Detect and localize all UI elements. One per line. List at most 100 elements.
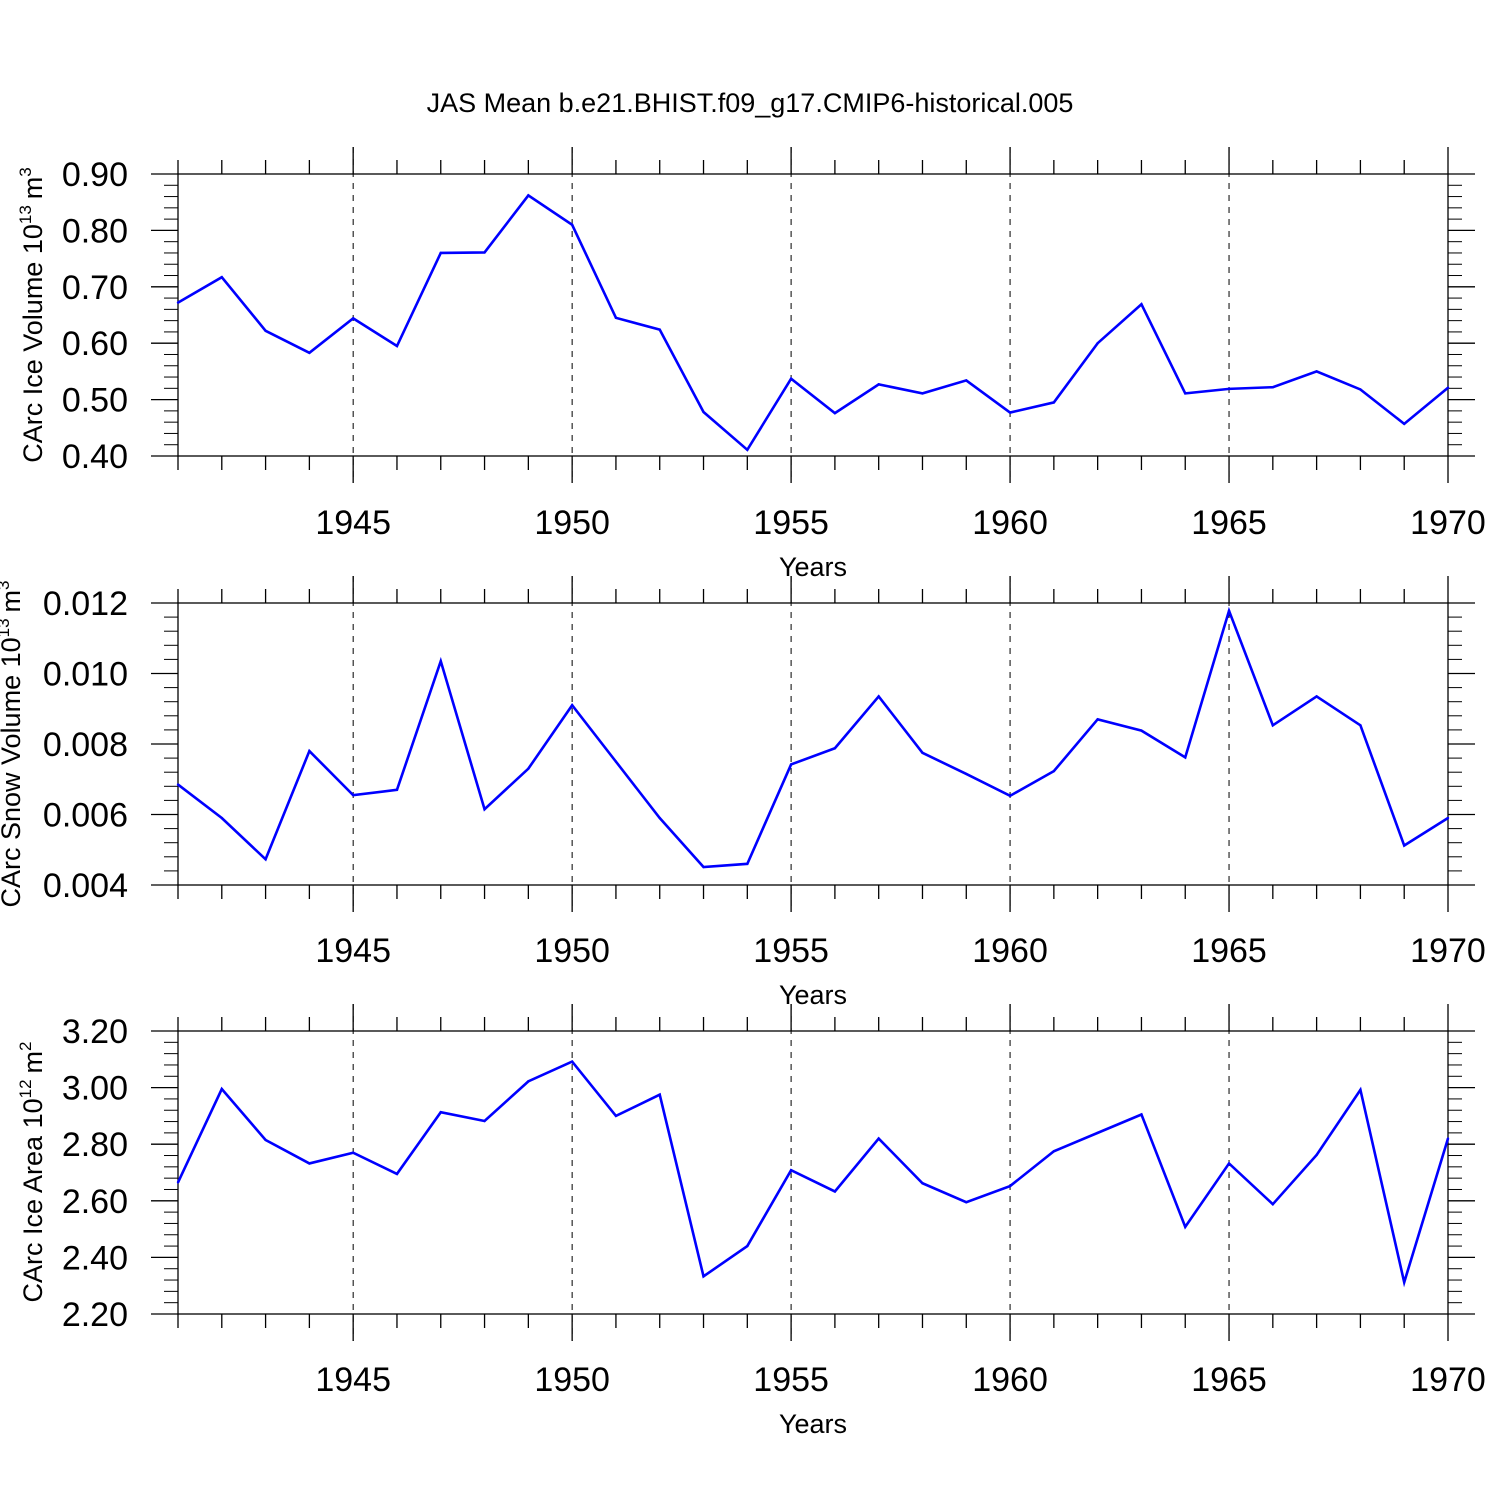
- y-tick-label: 0.60: [62, 325, 128, 363]
- data-point: [176, 301, 180, 304]
- data-point: [1315, 1153, 1318, 1157]
- x-tick-label: 1970: [1410, 932, 1486, 970]
- data-point: [921, 751, 924, 755]
- data-point: [1446, 816, 1450, 820]
- data-point: [1403, 422, 1406, 426]
- data-point: [570, 704, 574, 707]
- ylabel-main: CArc Snow Volume 10: [0, 637, 26, 907]
- series-line: [177, 193, 1449, 452]
- x-tick-label: 1970: [1410, 504, 1486, 542]
- x-tick-label: 1945: [315, 932, 391, 970]
- y-tick-label: 2.40: [62, 1239, 128, 1277]
- data-point: [702, 865, 705, 869]
- data-point: [789, 763, 793, 766]
- data-point: [351, 793, 355, 797]
- data-point: [1446, 386, 1450, 389]
- x-tick-label: 1955: [753, 1361, 829, 1399]
- data-point: [746, 862, 749, 866]
- data-point: [395, 788, 399, 792]
- data-point: [220, 816, 223, 820]
- y-tick-label: 2.80: [62, 1126, 128, 1164]
- data-point: [1140, 303, 1143, 306]
- data-point: [439, 659, 442, 663]
- data-point: [1008, 411, 1012, 414]
- data-point: [1052, 401, 1056, 404]
- y-tick-label: 2.20: [62, 1296, 128, 1334]
- data-point: [351, 1151, 355, 1154]
- data-point: [1271, 1202, 1275, 1206]
- data-point: [921, 392, 924, 395]
- data-point: [1140, 1113, 1143, 1116]
- data-point: [220, 1087, 223, 1091]
- data-point: [308, 749, 311, 753]
- data-point: [439, 1111, 442, 1114]
- data-point: [1403, 844, 1406, 847]
- plot-frame: [177, 1030, 1449, 1315]
- data-point: [658, 1093, 661, 1096]
- data-point: [1227, 1162, 1231, 1165]
- data-point: [746, 1244, 749, 1248]
- series-line: [177, 606, 1449, 869]
- data-point: [1052, 1150, 1056, 1153]
- y-tick-label: 3.20: [62, 1013, 128, 1051]
- y-tick-label: 0.010: [43, 656, 128, 694]
- data-point: [1271, 385, 1275, 389]
- data-point: [965, 772, 968, 776]
- ylabel-ice-volume: CArc Ice Volume 1013 m3: [16, 167, 48, 463]
- data-point: [308, 351, 311, 354]
- data-point: [1271, 724, 1275, 727]
- x-tick-label: 1965: [1191, 932, 1267, 970]
- data-point: [789, 377, 793, 380]
- xlabel-ice-area: Years: [779, 1409, 847, 1439]
- data-point: [702, 410, 705, 414]
- plot-frame: [177, 602, 1449, 886]
- data-point: [264, 329, 267, 332]
- data-point: [483, 1119, 486, 1123]
- ylabel-unit: m: [0, 590, 26, 613]
- ylabel-unit-exp: 2: [16, 1042, 35, 1051]
- xlabel-snow-volume: Years: [779, 980, 847, 1010]
- xlabel-ice-volume: Years: [779, 552, 847, 582]
- y-tick-label: 0.50: [62, 382, 128, 420]
- panel-ice-area: CArc Ice Area 1012 m2 Years 1945 1950 1955 1…: [16, 1004, 1486, 1439]
- x-tick-label: 1955: [753, 504, 829, 542]
- data-point: [176, 1181, 180, 1184]
- ylabel-exp: 12: [16, 1079, 35, 1098]
- x-tick-label: 1970: [1410, 1361, 1486, 1399]
- data-point: [833, 411, 837, 415]
- data-point: [965, 379, 968, 382]
- data-point: [220, 276, 223, 279]
- data-point: [527, 194, 530, 197]
- data-point: [1446, 1137, 1450, 1140]
- y-tick-label: 2.60: [62, 1183, 128, 1221]
- data-point: [1184, 756, 1187, 759]
- data-point: [395, 344, 399, 348]
- data-point: [1315, 695, 1318, 698]
- data-point: [1184, 392, 1187, 395]
- data-point: [483, 251, 486, 254]
- data-point: [570, 223, 574, 226]
- ylabel-unit: m: [18, 177, 48, 200]
- data-point: [1359, 724, 1362, 727]
- data-point: [877, 695, 880, 698]
- data-point: [1008, 1184, 1012, 1188]
- data-point: [614, 316, 618, 320]
- x-tick-label: 1955: [753, 932, 829, 970]
- data-point: [746, 448, 749, 451]
- y-tick-label: 0.90: [62, 156, 128, 194]
- data-point: [439, 251, 442, 255]
- ylabel-unit-exp: 3: [0, 580, 13, 589]
- x-tick-label: 1960: [972, 1361, 1048, 1399]
- data-point: [483, 808, 486, 811]
- panel-ice-volume: CArc Ice Volume 1013 m3 Years 1945 1950 195…: [16, 147, 1486, 582]
- x-tick-label: 1945: [315, 1361, 391, 1399]
- data-point: [1403, 1281, 1406, 1284]
- data-point: [1359, 1088, 1362, 1092]
- y-tick-label: 0.012: [43, 585, 128, 623]
- y-tick-label: 0.008: [43, 726, 128, 764]
- x-tick-label: 1965: [1191, 504, 1267, 542]
- data-point: [1315, 370, 1318, 373]
- data-point: [1140, 729, 1143, 732]
- data-point: [921, 1182, 924, 1185]
